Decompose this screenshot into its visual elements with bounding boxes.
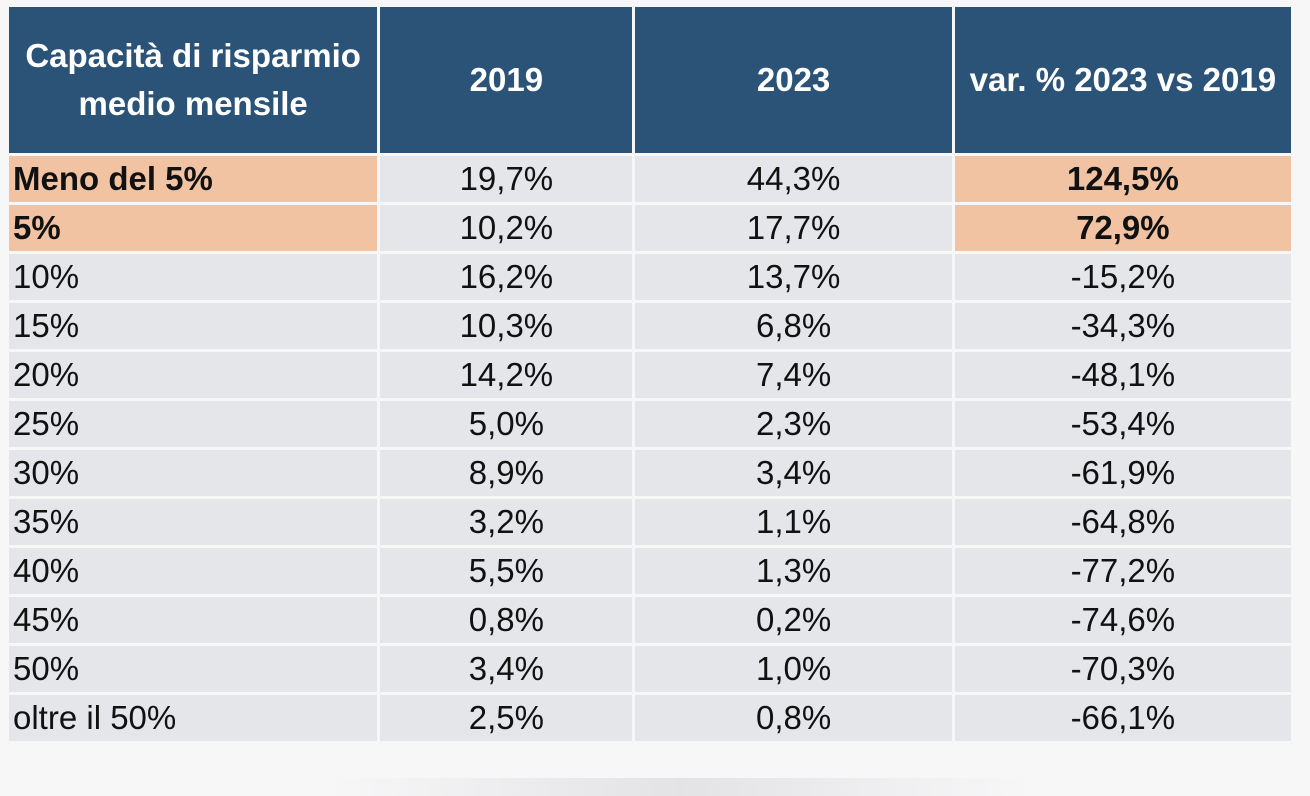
table-row: 5% 10,2% 17,7% 72,9% bbox=[9, 205, 1291, 251]
cell-2019: 5,0% bbox=[380, 401, 633, 447]
table-row: 25% 5,0% 2,3% -53,4% bbox=[9, 401, 1291, 447]
cell-variation: -66,1% bbox=[954, 695, 1291, 741]
table-row: 15% 10,3% 6,8% -34,3% bbox=[9, 303, 1291, 349]
cell-2023: 17,7% bbox=[635, 205, 952, 251]
header-2023: 2023 bbox=[635, 7, 952, 153]
table-row: 40% 5,5% 1,3% -77,2% bbox=[9, 548, 1291, 594]
cell-2023: 0,2% bbox=[635, 597, 952, 643]
row-label: 15% bbox=[9, 303, 378, 349]
savings-table: Capacità di risparmio medio mensile 2019… bbox=[6, 4, 1294, 744]
cell-variation: -64,8% bbox=[954, 499, 1291, 545]
cell-2019: 5,5% bbox=[380, 548, 633, 594]
cell-2023: 44,3% bbox=[635, 156, 952, 202]
cell-variation: 124,5% bbox=[954, 156, 1291, 202]
table-row: 45% 0,8% 0,2% -74,6% bbox=[9, 597, 1291, 643]
table-header: Capacità di risparmio medio mensile 2019… bbox=[9, 7, 1291, 153]
cell-2019: 2,5% bbox=[380, 695, 633, 741]
cell-2023: 7,4% bbox=[635, 352, 952, 398]
table-row: 30% 8,9% 3,4% -61,9% bbox=[9, 450, 1291, 496]
table-row: oltre il 50% 2,5% 0,8% -66,1% bbox=[9, 695, 1291, 741]
row-label: oltre il 50% bbox=[9, 695, 378, 741]
cell-2019: 16,2% bbox=[380, 254, 633, 300]
cell-2019: 8,9% bbox=[380, 450, 633, 496]
table-row: Meno del 5% 19,7% 44,3% 124,5% bbox=[9, 156, 1291, 202]
row-label: 40% bbox=[9, 548, 378, 594]
table-row: 50% 3,4% 1,0% -70,3% bbox=[9, 646, 1291, 692]
row-label: 50% bbox=[9, 646, 378, 692]
cell-variation: -77,2% bbox=[954, 548, 1291, 594]
row-label: Meno del 5% bbox=[9, 156, 378, 202]
watermark-fragment bbox=[330, 778, 1030, 796]
cell-variation: 72,9% bbox=[954, 205, 1291, 251]
cell-2023: 1,0% bbox=[635, 646, 952, 692]
cell-variation: -34,3% bbox=[954, 303, 1291, 349]
cell-2023: 13,7% bbox=[635, 254, 952, 300]
cell-2019: 14,2% bbox=[380, 352, 633, 398]
table-body: Meno del 5% 19,7% 44,3% 124,5% 5% 10,2% 17,7% 7… bbox=[9, 156, 1291, 741]
cell-variation: -61,9% bbox=[954, 450, 1291, 496]
cell-2023: 1,1% bbox=[635, 499, 952, 545]
header-row: Capacità di risparmio medio mensile 2019… bbox=[9, 7, 1291, 153]
cell-2023: 0,8% bbox=[635, 695, 952, 741]
cell-2023: 3,4% bbox=[635, 450, 952, 496]
cell-variation: -74,6% bbox=[954, 597, 1291, 643]
cell-2019: 19,7% bbox=[380, 156, 633, 202]
cell-2019: 3,2% bbox=[380, 499, 633, 545]
row-label: 10% bbox=[9, 254, 378, 300]
table-row: 10% 16,2% 13,7% -15,2% bbox=[9, 254, 1291, 300]
cell-2023: 1,3% bbox=[635, 548, 952, 594]
cell-variation: -70,3% bbox=[954, 646, 1291, 692]
header-savings-capacity: Capacità di risparmio medio mensile bbox=[9, 7, 378, 153]
cell-2019: 10,2% bbox=[380, 205, 633, 251]
row-label: 30% bbox=[9, 450, 378, 496]
cell-2019: 3,4% bbox=[380, 646, 633, 692]
cell-variation: -15,2% bbox=[954, 254, 1291, 300]
row-label: 25% bbox=[9, 401, 378, 447]
cell-2019: 10,3% bbox=[380, 303, 633, 349]
header-2019: 2019 bbox=[380, 7, 633, 153]
header-variation: var. % 2023 vs 2019 bbox=[954, 7, 1291, 153]
table-row: 35% 3,2% 1,1% -64,8% bbox=[9, 499, 1291, 545]
row-label: 35% bbox=[9, 499, 378, 545]
cell-variation: -48,1% bbox=[954, 352, 1291, 398]
cell-2023: 6,8% bbox=[635, 303, 952, 349]
cell-2019: 0,8% bbox=[380, 597, 633, 643]
row-label: 20% bbox=[9, 352, 378, 398]
cell-variation: -53,4% bbox=[954, 401, 1291, 447]
table-row: 20% 14,2% 7,4% -48,1% bbox=[9, 352, 1291, 398]
row-label: 5% bbox=[9, 205, 378, 251]
row-label: 45% bbox=[9, 597, 378, 643]
cell-2023: 2,3% bbox=[635, 401, 952, 447]
